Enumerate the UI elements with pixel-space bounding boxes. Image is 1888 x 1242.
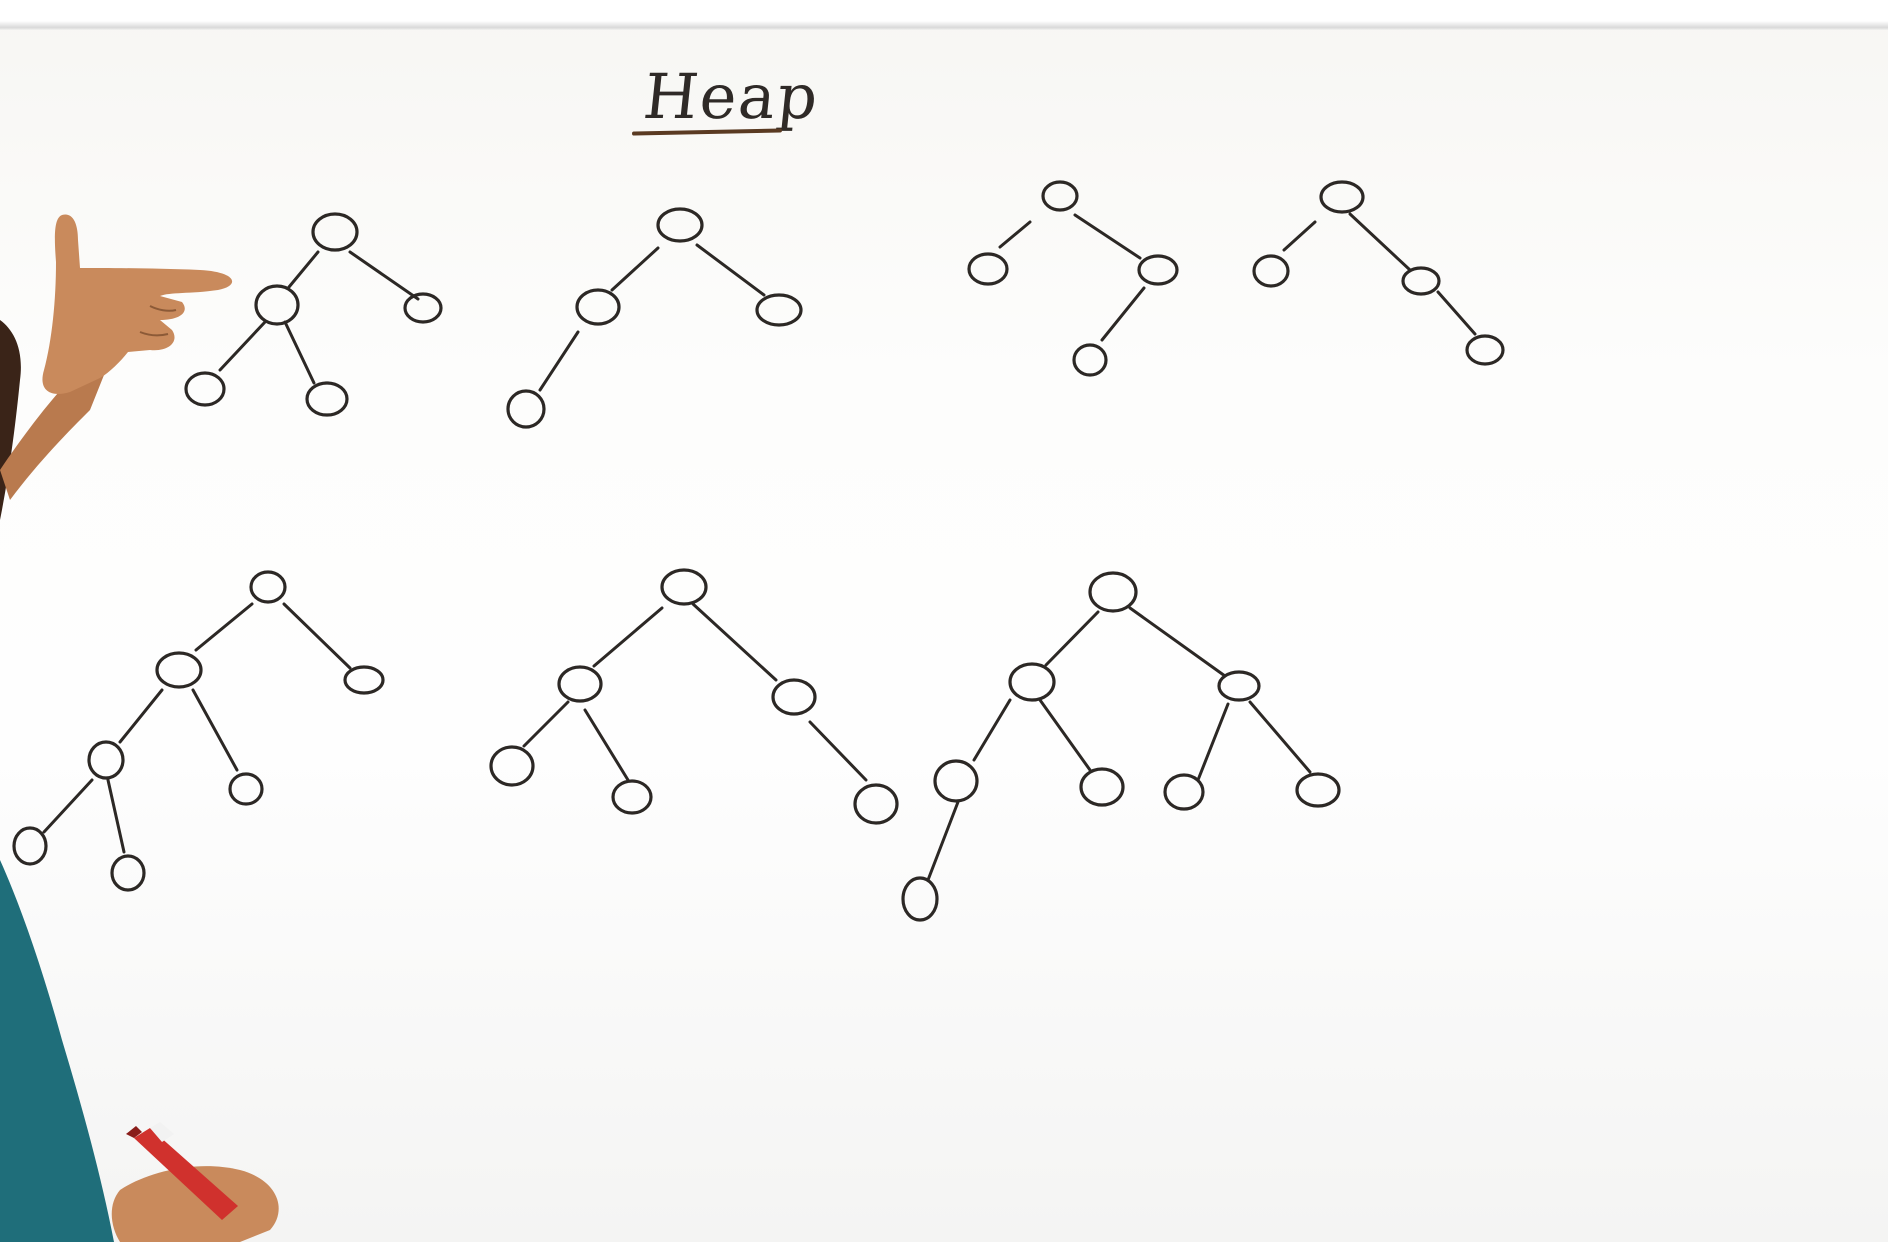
tree-5-edge: [106, 778, 126, 854]
presenter-arm: [0, 360, 110, 500]
tree-7-edge: [972, 698, 1012, 762]
tree-7-edge: [1038, 698, 1092, 772]
tree-2-node: [575, 288, 621, 326]
tree-4-node: [1252, 254, 1290, 288]
tree-6-edge: [808, 720, 868, 782]
tree-2-edge: [610, 246, 660, 292]
tree-5-edge: [118, 688, 164, 744]
tree-6-node: [611, 779, 653, 815]
tree-6-node: [557, 665, 603, 703]
tree-2: [506, 207, 803, 429]
tree-6-node: [771, 678, 817, 716]
tree-3-edge: [998, 220, 1032, 249]
tree-1-node: [184, 371, 226, 407]
tree-5-node: [12, 826, 48, 866]
tree-7-node: [1008, 662, 1056, 702]
tree-3-edge: [1100, 286, 1146, 342]
tree-2-node: [755, 293, 803, 327]
tree-1-edge: [287, 250, 320, 289]
tree-5-node: [110, 854, 146, 892]
tree-1-edge: [283, 320, 316, 385]
tree-5-node: [228, 772, 264, 806]
tree-4: [1252, 180, 1505, 366]
tree-6: [489, 568, 899, 825]
tree-3-node: [967, 252, 1009, 286]
tree-6-node: [660, 568, 708, 606]
tree-6-edge: [583, 708, 630, 782]
tree-5-node: [343, 665, 385, 695]
tree-4-node: [1319, 180, 1365, 214]
tree-7-node: [1217, 670, 1261, 702]
tree-7-node: [1079, 767, 1125, 807]
tree-3: [967, 180, 1179, 377]
tree-7-node: [1163, 773, 1205, 811]
whiteboard-top-edge: [0, 0, 1888, 30]
tree-2-node: [506, 389, 546, 429]
tree-5-node: [87, 740, 125, 780]
tree-5-node: [249, 570, 287, 604]
tree-4-edge: [1436, 290, 1477, 336]
tree-3-edge: [1073, 213, 1142, 260]
tree-5-edge: [191, 688, 239, 772]
tree-7-node: [901, 876, 939, 922]
tree-5-node: [155, 651, 203, 689]
tree-1-node: [254, 284, 300, 326]
tree-7-edge: [1044, 610, 1100, 667]
presenter-shirt: [0, 860, 114, 1242]
tree-5-edge: [282, 602, 352, 670]
tree-7-node: [933, 759, 979, 803]
tree-7: [901, 571, 1341, 922]
tree-2-edge: [538, 330, 580, 392]
tree-1-node: [403, 292, 443, 324]
tree-6-node: [853, 783, 899, 825]
tree-6-edge: [592, 606, 664, 668]
tree-3-node: [1137, 254, 1179, 286]
tree-7-edge: [926, 800, 960, 882]
tree-4-edge: [1348, 212, 1412, 272]
tree-6-edge: [522, 700, 570, 748]
tree-6-edge: [691, 602, 778, 682]
tree-5-edge: [194, 602, 254, 652]
tree-1-edge: [218, 320, 267, 372]
tree-4-node: [1465, 334, 1505, 366]
tree-5: [12, 570, 385, 892]
tree-7-edge: [1196, 702, 1230, 782]
tree-7-edge: [1248, 700, 1312, 774]
tree-2-node: [656, 207, 704, 243]
tree-1-node: [311, 212, 359, 252]
tree-1: [184, 212, 443, 417]
tree-6-node: [489, 745, 535, 787]
tree-7-node: [1088, 571, 1138, 613]
tree-7-node: [1295, 772, 1341, 808]
presenter-lower-hand: [111, 1166, 279, 1242]
tree-1-node: [305, 381, 349, 417]
tree-3-node: [1041, 180, 1079, 212]
tree-7-edge: [1128, 606, 1227, 678]
tree-4-edge: [1282, 220, 1317, 252]
presenter-pointing-hand: [42, 214, 233, 394]
tree-1-edge: [348, 250, 420, 301]
tree-4-node: [1401, 266, 1441, 296]
red-marker-icon: [126, 1122, 238, 1220]
tree-2-edge: [695, 243, 766, 297]
presenter-knuckle-shadow: [139, 305, 177, 337]
tree-5-edge: [42, 778, 94, 834]
tree-3-node: [1072, 343, 1108, 377]
